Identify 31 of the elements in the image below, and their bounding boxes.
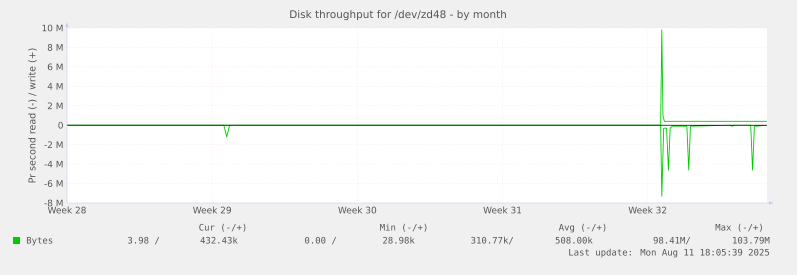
legend-label: Bytes [26, 236, 52, 246]
text: Cur (-/+) [199, 224, 246, 232]
x-tick-label: Week 29 [193, 206, 231, 214]
text: Avg (-/+) [558, 224, 606, 232]
y-tick-label: 4 M [48, 83, 63, 90]
y-tick-label: -8 M [44, 200, 63, 206]
text: Last update: Mon Aug 11 18:05:39 2025 [569, 248, 770, 258]
x-tick-label: Week 28 [48, 206, 86, 214]
text: Min (-/+) [380, 224, 426, 232]
y-axis-title: Pr second read (-) / write (+) [28, 48, 37, 182]
y-tick-label: -6 M [44, 180, 63, 187]
chart-title: Disk throughput for /dev/zd48 - by month [290, 10, 506, 20]
x-tick-label: Week 32 [628, 206, 666, 214]
y-tick-label: 8 M [48, 44, 63, 51]
text: 508.00k [556, 236, 593, 244]
text: 3.98 / [128, 236, 160, 244]
text: 0.00 / [304, 236, 336, 244]
y-tick-label: 6 M [48, 63, 63, 70]
y-tick-label: 2 M [48, 102, 63, 110]
x-tick-label: Week 31 [483, 206, 522, 214]
text: 310.77k/ [471, 236, 514, 244]
y-tick-label: 10 M [42, 24, 63, 32]
y-tick-label: -2 M [44, 141, 63, 148]
text: 98.41M/ [654, 236, 690, 244]
text: 103.79M [733, 236, 770, 244]
y-tick-label: -4 M [44, 160, 63, 168]
x-tick-label: Week 30 [338, 206, 376, 214]
text: Max (-/+) [716, 224, 762, 232]
text: 432.43k [200, 236, 238, 244]
y-tick-label: 0 [58, 122, 63, 129]
text: 28.98k [383, 236, 415, 244]
